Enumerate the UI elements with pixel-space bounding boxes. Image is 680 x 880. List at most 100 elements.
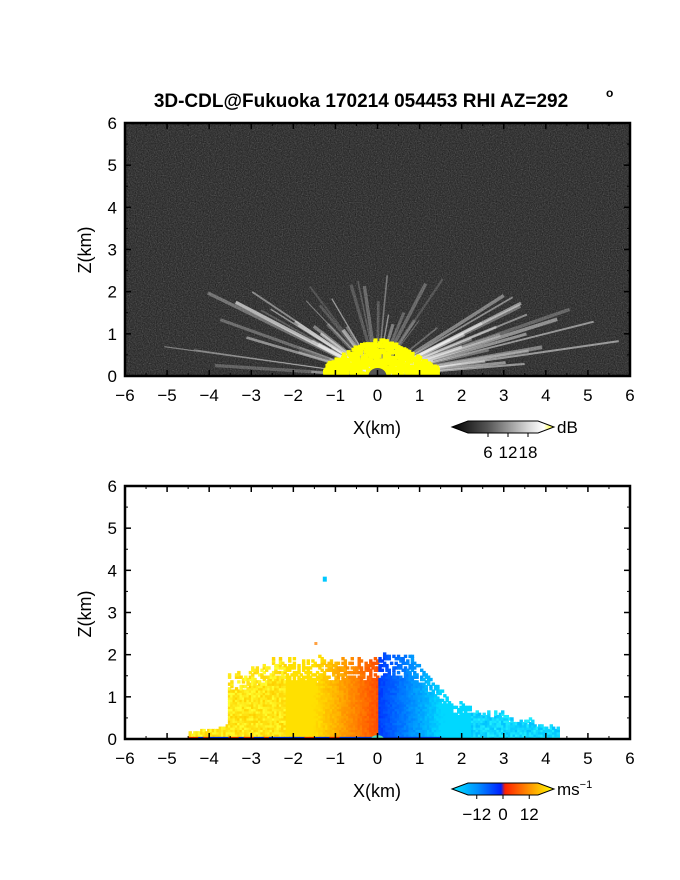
velocity-cell	[369, 721, 373, 726]
velocity-cell	[477, 721, 482, 726]
velocity-cell	[355, 719, 359, 724]
velocity-cell	[378, 724, 382, 728]
velocity-cell	[322, 689, 327, 693]
velocity-cell	[373, 656, 378, 661]
velocity-cell	[288, 733, 292, 737]
velocity-cell	[415, 698, 419, 703]
velocity-cell	[387, 696, 391, 700]
velocity-cell	[542, 733, 547, 737]
velocity-cell	[362, 675, 366, 679]
velocity-cell	[297, 666, 301, 670]
velocity-cell	[264, 703, 269, 707]
core-cell	[334, 369, 339, 374]
core-cell	[364, 354, 369, 359]
velocity-cell	[290, 721, 294, 726]
velocity-cell	[239, 724, 243, 728]
velocity-cell	[436, 717, 440, 721]
velocity-cell	[306, 733, 310, 737]
velocity-cell	[422, 703, 426, 707]
velocity-cell	[237, 733, 241, 737]
velocity-cell	[262, 677, 267, 682]
velocity-cell	[343, 733, 348, 737]
velocity-cell	[271, 684, 276, 689]
velocity-cell	[334, 687, 338, 691]
velocity-cell	[318, 710, 322, 714]
colorbar-tick-label: 12	[520, 805, 539, 824]
velocity-cell	[373, 698, 378, 703]
velocity-cell	[352, 670, 357, 675]
velocity-cell	[447, 735, 452, 739]
velocity-cell	[336, 694, 341, 698]
velocity-cell	[392, 694, 396, 698]
velocity-cell	[440, 724, 445, 728]
velocity-cell	[378, 726, 382, 730]
velocity-cell	[355, 717, 359, 721]
velocity-cell	[501, 717, 505, 721]
velocity-cell	[320, 717, 324, 721]
velocity-cell	[352, 731, 357, 735]
velocity-cell	[438, 705, 442, 710]
velocity-cell	[322, 670, 327, 675]
bottom-x-axis-label: X(km)	[353, 781, 401, 801]
velocity-cell	[424, 731, 429, 735]
velocity-cell	[297, 682, 301, 686]
velocity-cell	[355, 687, 359, 691]
velocity-cell	[410, 691, 415, 696]
velocity-cell	[431, 701, 435, 705]
velocity-cell	[308, 724, 313, 728]
velocity-cell	[362, 673, 366, 677]
velocity-cell	[406, 733, 410, 737]
velocity-cell	[350, 682, 354, 686]
velocity-cell	[410, 675, 415, 679]
velocity-cell	[332, 663, 336, 668]
velocity-cell	[417, 705, 422, 710]
velocity-cell	[362, 728, 366, 733]
velocity-cell	[554, 733, 558, 737]
velocity-cell	[295, 673, 299, 677]
velocity-cell	[477, 714, 482, 719]
velocity-cell	[285, 698, 290, 703]
velocity-cell	[406, 728, 410, 733]
velocity-cell	[264, 728, 269, 733]
velocity-cell	[318, 701, 322, 705]
velocity-cell	[408, 714, 412, 719]
velocity-cell	[526, 728, 530, 733]
velocity-cell	[507, 717, 512, 721]
velocity-cell	[519, 726, 523, 730]
velocity-cell	[271, 691, 276, 696]
velocity-cell	[227, 698, 232, 703]
velocity-cell	[257, 684, 262, 689]
velocity-cell	[415, 719, 419, 724]
velocity-cell	[329, 708, 334, 712]
velocity-cell	[304, 710, 308, 714]
velocity-cell	[507, 731, 512, 735]
velocity-cell	[387, 726, 391, 730]
velocity-cell	[325, 689, 329, 693]
velocity-cell	[232, 694, 236, 698]
velocity-cell	[352, 728, 357, 733]
velocity-cell	[496, 733, 500, 737]
velocity-cell	[387, 712, 391, 717]
velocity-cell	[257, 689, 262, 693]
velocity-cell	[260, 668, 264, 672]
core-cell	[420, 372, 425, 376]
velocity-cell	[371, 717, 375, 721]
velocity-cell	[288, 680, 292, 684]
velocity-cell	[267, 701, 271, 705]
velocity-cell	[334, 721, 338, 726]
velocity-cell	[382, 684, 387, 689]
velocity-cell	[281, 717, 285, 721]
velocity-cell	[267, 714, 271, 719]
velocity-cell	[376, 728, 380, 733]
velocity-cell	[362, 696, 366, 700]
velocity-cell	[290, 682, 294, 686]
velocity-cell	[429, 724, 433, 728]
core-cell	[331, 364, 336, 369]
velocity-cell	[202, 728, 206, 733]
velocity-cell	[521, 733, 526, 737]
velocity-cell	[295, 701, 299, 705]
velocity-cell	[369, 677, 373, 682]
velocity-cell	[450, 726, 454, 730]
velocity-cell	[306, 712, 310, 717]
core-cell	[337, 373, 342, 376]
